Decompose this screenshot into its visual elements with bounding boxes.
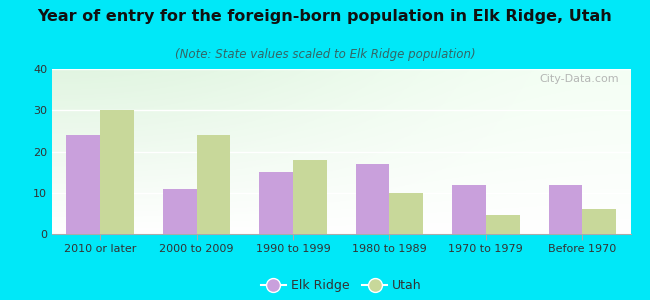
Bar (389, 193, 423, 234)
Bar (293, 160, 327, 234)
Bar (196, 135, 230, 234)
Bar (163, 189, 196, 234)
Bar (66, 135, 100, 234)
Bar (259, 172, 293, 234)
Text: (Note: State values scaled to Elk Ridge population): (Note: State values scaled to Elk Ridge … (175, 48, 475, 61)
Text: Year of entry for the foreign-born population in Elk Ridge, Utah: Year of entry for the foreign-born popul… (38, 9, 612, 24)
Bar (549, 184, 582, 234)
Bar (452, 184, 486, 234)
Bar (356, 164, 389, 234)
Text: City-Data.com: City-Data.com (540, 74, 619, 84)
Legend: Elk Ridge, Utah: Elk Ridge, Utah (256, 274, 426, 297)
Bar (100, 110, 134, 234)
Bar (582, 209, 616, 234)
Bar (486, 215, 519, 234)
